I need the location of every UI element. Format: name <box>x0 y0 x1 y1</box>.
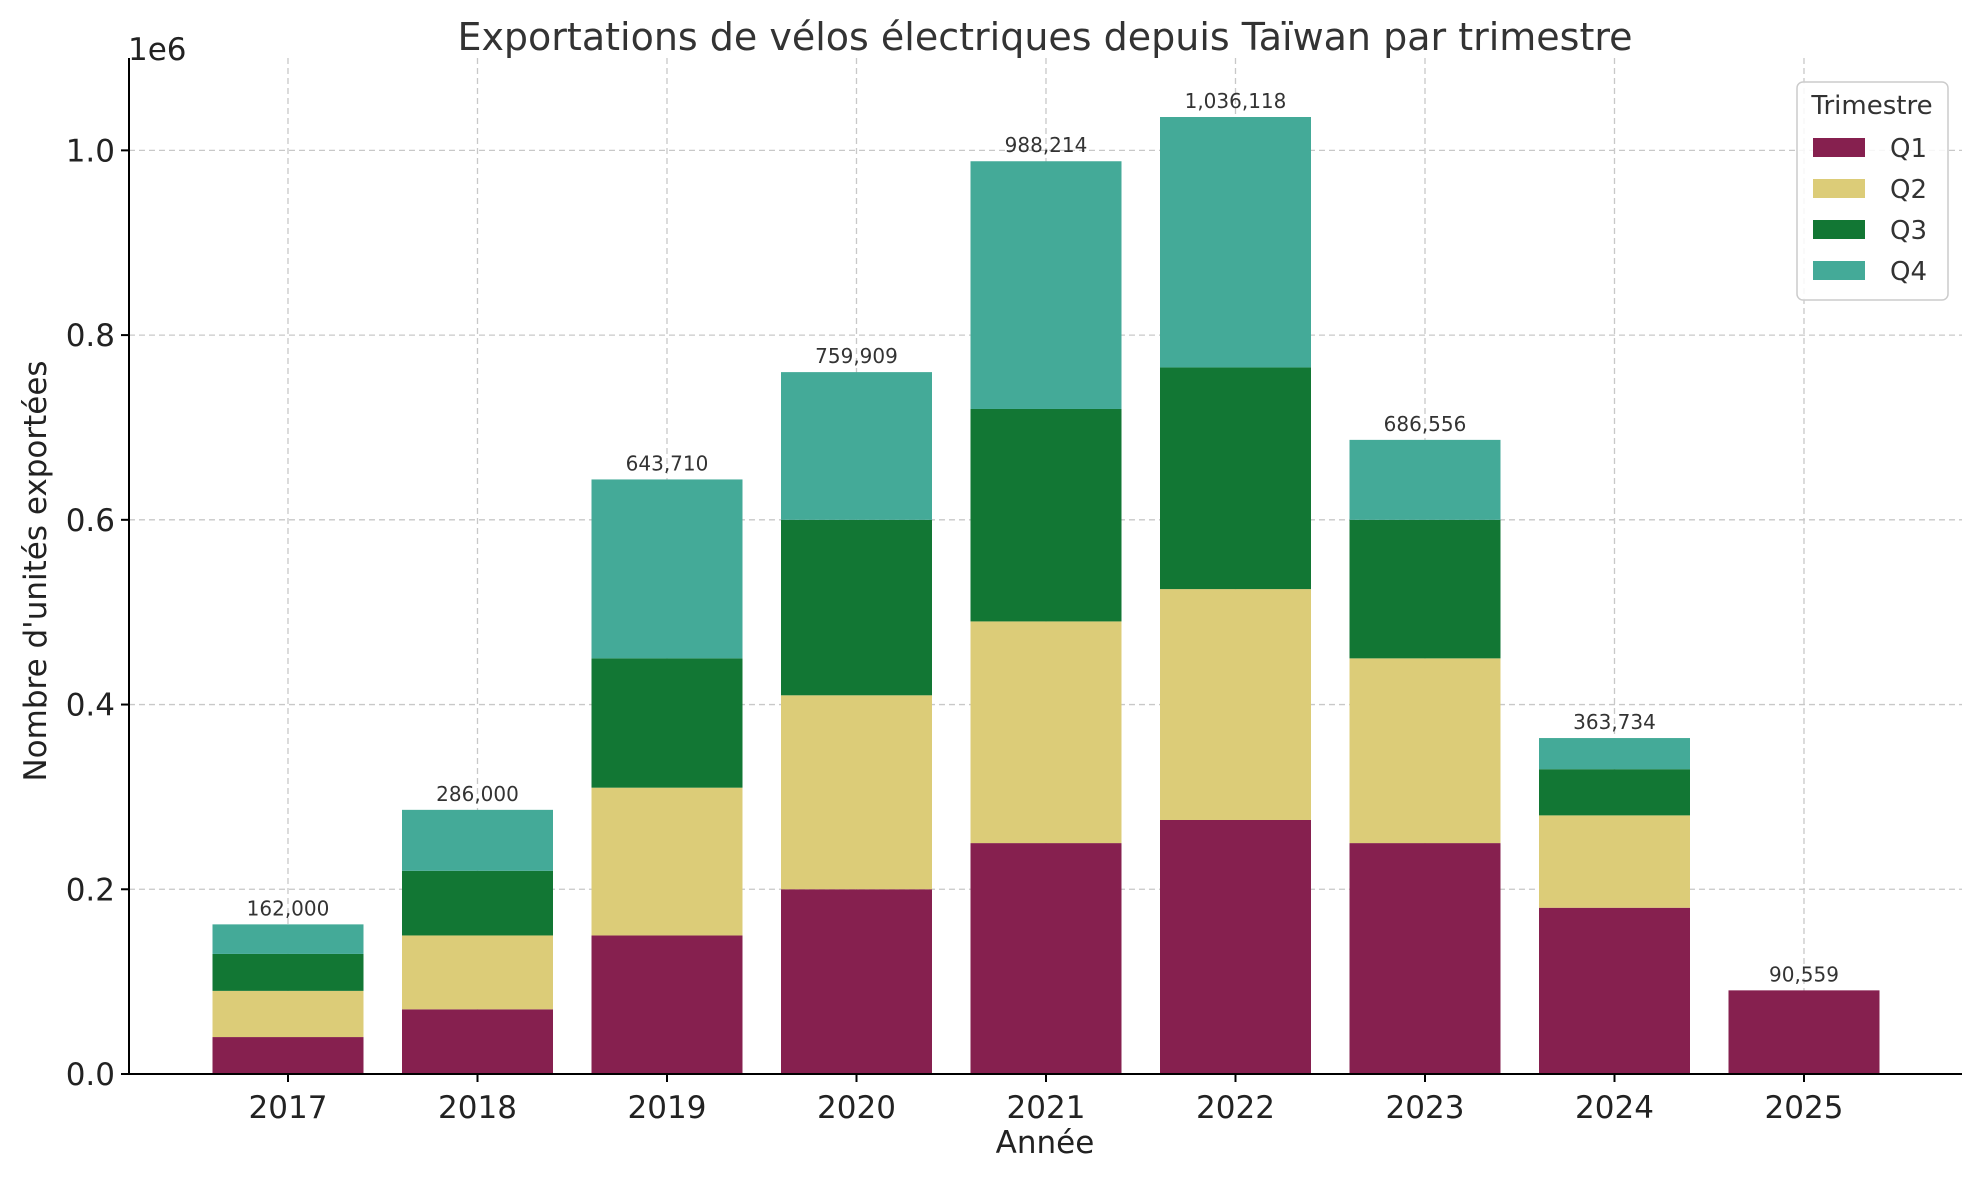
total-label-2025: 90,559 <box>1769 962 1839 986</box>
y-tick-label: 1.0 <box>66 133 115 169</box>
legend-label-q2: Q2 <box>1890 175 1927 205</box>
legend-swatch-q1 <box>1813 138 1865 157</box>
bar-q1-2018 <box>402 1009 553 1074</box>
x-tick-label: 2021 <box>1007 1090 1086 1126</box>
x-tick-label: 2024 <box>1575 1090 1654 1126</box>
total-labels: 162,000 286,000 643,710 759,909 988,214 1,036… <box>247 89 1839 986</box>
bar-q4-2023 <box>1349 439 1501 520</box>
bar-q3-2024 <box>1539 769 1690 816</box>
bar-q2-2023 <box>1349 658 1501 844</box>
legend-box <box>1796 81 1949 301</box>
total-label-2023: 686,556 <box>1384 412 1467 436</box>
x-tick-label: 2022 <box>1196 1090 1275 1126</box>
bars <box>212 117 1880 1074</box>
chart-title: Exportations de vélos électriques depuis… <box>457 15 1632 59</box>
legend-title: Trimestre <box>1810 91 1932 121</box>
bar-q3-2021 <box>970 408 1122 622</box>
axes: 0.0 0.2 0.4 0.6 0.8 1.0 2017 2018 2019 2020 2021 20… <box>66 58 1962 1126</box>
x-tick-label: 2019 <box>628 1090 707 1126</box>
x-tick-label: 2020 <box>817 1090 896 1126</box>
bar-q3-2023 <box>1349 519 1501 659</box>
x-tick-label: 2023 <box>1386 1090 1465 1126</box>
total-label-2024: 363,734 <box>1573 710 1656 734</box>
legend-label-q4: Q4 <box>1890 257 1927 287</box>
bar-q1-2023 <box>1349 843 1501 1074</box>
bar-q3-2017 <box>212 953 364 991</box>
y-axis-offset-label: 1e6 <box>128 32 187 68</box>
bar-q4-2021 <box>970 161 1122 409</box>
bar-q2-2017 <box>212 990 364 1038</box>
bar-q4-2024 <box>1539 738 1690 770</box>
bar-q2-2019 <box>591 787 743 936</box>
total-label-2017: 162,000 <box>247 896 330 920</box>
legend-label-q1: Q1 <box>1890 134 1927 164</box>
legend-label-q3: Q3 <box>1890 216 1927 246</box>
x-tick-label: 2025 <box>1765 1090 1844 1126</box>
x-tick-label: 2018 <box>438 1090 517 1126</box>
total-label-2020: 759,909 <box>815 344 898 368</box>
bar-q3-2019 <box>591 658 743 788</box>
y-axis-label: Nombre d'unités exportées <box>18 360 54 781</box>
bar-q1-2020 <box>781 889 932 1074</box>
legend: Trimestre Q1 Q2 Q3 Q4 <box>1796 81 1949 301</box>
legend-swatch-q4 <box>1813 261 1865 280</box>
legend-swatch-q2 <box>1813 179 1865 198</box>
bar-q1-2017 <box>212 1037 364 1074</box>
bar-q1-2025 <box>1728 990 1880 1074</box>
bar-q4-2020 <box>781 372 932 520</box>
total-label-2018: 286,000 <box>436 782 519 806</box>
bar-q2-2021 <box>970 621 1122 844</box>
bar-q2-2018 <box>402 935 553 1010</box>
y-tick-label: 0.2 <box>66 872 115 908</box>
bar-q4-2018 <box>402 809 553 871</box>
bar-q3-2020 <box>781 519 932 696</box>
legend-swatch-q3 <box>1813 220 1865 239</box>
bar-q1-2021 <box>970 843 1122 1074</box>
x-axis-label: Année <box>996 1125 1095 1161</box>
bar-q2-2024 <box>1539 815 1690 908</box>
bar-q3-2018 <box>402 870 553 936</box>
bar-q2-2022 <box>1160 589 1311 820</box>
y-tick-label: 0.8 <box>66 318 115 354</box>
bar-q4-2022 <box>1160 117 1311 368</box>
total-label-2019: 643,710 <box>626 451 709 475</box>
bar-q4-2017 <box>212 924 364 954</box>
y-tick-label: 0.6 <box>66 503 115 539</box>
bar-q2-2020 <box>781 695 932 890</box>
y-tick-label: 0.0 <box>66 1057 115 1093</box>
total-label-2021: 988,214 <box>1005 133 1088 157</box>
y-tick-label: 0.4 <box>66 688 115 724</box>
bar-q1-2022 <box>1160 820 1311 1074</box>
bar-q1-2024 <box>1539 907 1690 1074</box>
bar-q4-2019 <box>591 479 743 659</box>
x-tick-label: 2017 <box>249 1090 328 1126</box>
total-label-2022: 1,036,118 <box>1185 89 1287 113</box>
bar-q1-2019 <box>591 935 743 1074</box>
bar-q3-2022 <box>1160 367 1311 590</box>
